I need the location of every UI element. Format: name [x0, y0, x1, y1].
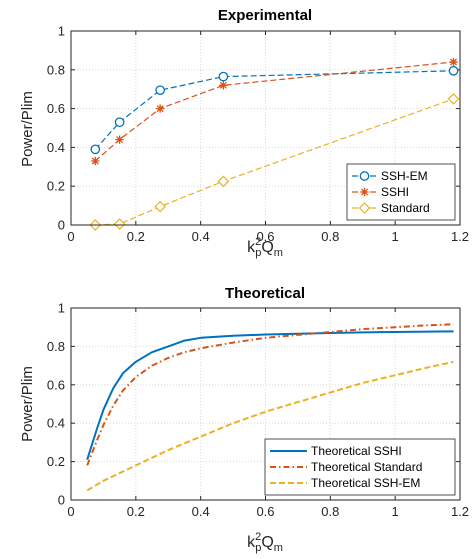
x-tick-label: 0.2	[127, 504, 145, 519]
y-axis-label: Power/Plim	[19, 91, 36, 167]
legend-marker	[359, 171, 370, 181]
x-axis-label-sub2: m	[274, 247, 283, 259]
x-axis-label-sub: p	[255, 247, 261, 259]
y-tick-label: 0.6	[47, 101, 65, 116]
series-theoretical-standard	[86, 323, 454, 466]
series-sshi	[91, 57, 458, 166]
x-axis-label-k: k	[247, 239, 256, 256]
x-tick-label: 1	[392, 504, 399, 519]
y-tick-label: 0.2	[47, 454, 65, 469]
x-axis-label: k2 pQm	[247, 531, 283, 554]
x-tick-label: 1.2	[451, 504, 469, 519]
data-point	[91, 156, 100, 166]
y-tick-label: 0.8	[47, 339, 65, 354]
series-line	[86, 330, 454, 461]
legend-label: Standard	[381, 201, 430, 215]
x-axis-label-sub: p	[255, 542, 261, 554]
data-point	[217, 175, 230, 188]
experimental-chart: Experimental Power/Plim k2 pQm 0 0.2 0.4 0.6…	[19, 7, 469, 259]
data-point	[448, 65, 459, 76]
x-tick-label: 0.6	[256, 504, 274, 519]
data-point	[115, 135, 124, 144]
chart-title: Experimental	[218, 7, 312, 24]
chart-title: Theoretical	[225, 285, 305, 302]
axes-box	[70, 30, 461, 226]
series-theoretical-ssh-em	[86, 360, 454, 492]
y-tick-label: 0.8	[47, 62, 65, 77]
series-standard	[89, 93, 460, 231]
y-tick-label: 0.4	[47, 416, 65, 431]
y-tick-label: 0.6	[47, 377, 65, 392]
series-line	[86, 323, 454, 466]
data-point	[155, 85, 165, 96]
x-axis-label: k2 pQm	[247, 236, 283, 259]
data-point	[218, 71, 229, 82]
x-axis-label-sub2: m	[274, 542, 283, 554]
x-tick-label: 1	[392, 229, 399, 244]
legend-label: Theoretical Standard	[311, 460, 422, 474]
x-tick-label: 0.4	[192, 229, 210, 244]
x-axis-label-q: Q	[261, 534, 273, 551]
data-point	[155, 104, 165, 113]
legend: Theoretical SSHI Theoretical Standard Theo…	[264, 438, 456, 496]
data-point	[447, 93, 460, 105]
data-point	[90, 144, 101, 155]
series-line	[86, 360, 454, 492]
x-tick-label: 0.2	[127, 229, 145, 244]
legend-marker	[358, 202, 371, 214]
y-tick-label: 1	[58, 301, 65, 316]
legend-box	[264, 438, 456, 496]
legend-marker	[360, 187, 369, 197]
x-tick-label: 0.4	[192, 504, 210, 519]
legend-label: Theoretical SSHI	[311, 444, 402, 458]
x-axis-label-sup: 2	[255, 236, 261, 248]
y-tick-label: 0	[58, 493, 65, 508]
axes-box	[70, 307, 461, 501]
theoretical-chart: Theoretical Power/Plim k2 pQm 0 0.2 0.4 0.6 0…	[19, 285, 469, 554]
series-line	[94, 70, 454, 150]
legend-label: SSHI	[381, 185, 409, 199]
x-tick-label: 0.8	[321, 229, 339, 244]
y-axis-label: Power/Plim	[19, 366, 36, 442]
y-tick-label: 0.4	[47, 140, 65, 155]
data-point	[114, 117, 125, 128]
x-axis-label-sup: 2	[255, 531, 261, 543]
legend-label: SSH-EM	[381, 169, 428, 183]
x-tick-label: 0	[67, 504, 74, 519]
x-tick-label: 1.2	[451, 229, 469, 244]
x-axis-label-q: Q	[261, 239, 273, 256]
data-point	[449, 57, 458, 67]
y-tick-label: 0	[58, 218, 65, 233]
data-point	[219, 81, 228, 90]
legend-label: Theoretical SSH-EM	[311, 476, 420, 490]
x-axis-label-k: k	[247, 534, 256, 551]
x-tick-label: 0.8	[321, 504, 339, 519]
data-point	[154, 200, 166, 213]
x-tick-label: 0	[67, 229, 74, 244]
legend: SSH-EM SSHI Standard	[346, 163, 456, 221]
y-tick-label: 1	[58, 24, 65, 39]
x-tick-label: 0.6	[256, 229, 274, 244]
data-point	[113, 218, 126, 230]
series-theoretical-sshi	[86, 330, 454, 461]
y-tick-label: 0.2	[47, 179, 65, 194]
series-ssh-em	[90, 65, 459, 155]
